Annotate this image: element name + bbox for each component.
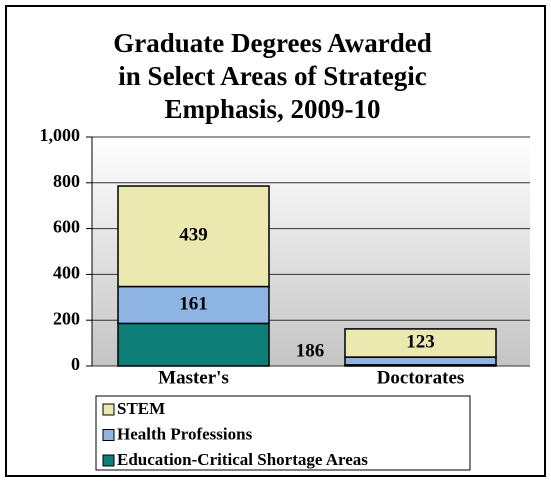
bar-segment <box>117 322 270 367</box>
data-label: 123 <box>406 331 435 352</box>
y-tick-label: 1,000 <box>40 125 81 145</box>
legend-label: Health Professions <box>117 424 253 443</box>
x-tick-label: Doctorates <box>377 367 465 388</box>
frame <box>5 5 546 477</box>
bar-segment <box>117 185 270 288</box>
y-tick-label: 200 <box>53 308 80 328</box>
legend-swatch <box>102 403 115 416</box>
y-tick-label: 600 <box>53 217 80 237</box>
y-tick-label: 0 <box>71 354 80 374</box>
x-tick-label: Master's <box>158 367 229 388</box>
data-label: 161 <box>179 293 208 314</box>
data-label: 186 <box>296 340 325 361</box>
legend-label: Education-Critical Shortage Areas <box>117 450 368 469</box>
legend-swatch <box>102 454 115 467</box>
chart-title: Graduate Degrees Awarded in Select Areas… <box>113 28 432 124</box>
y-tick-label: 400 <box>53 263 80 283</box>
legend-box <box>95 395 471 471</box>
legend-label: STEM <box>117 399 165 418</box>
data-label: 439 <box>179 225 208 246</box>
bar-segment <box>117 285 270 325</box>
y-tick-label: 800 <box>53 171 80 191</box>
legend-swatch <box>102 429 115 441</box>
bar-segment <box>344 356 497 366</box>
bar-segment <box>344 328 497 358</box>
